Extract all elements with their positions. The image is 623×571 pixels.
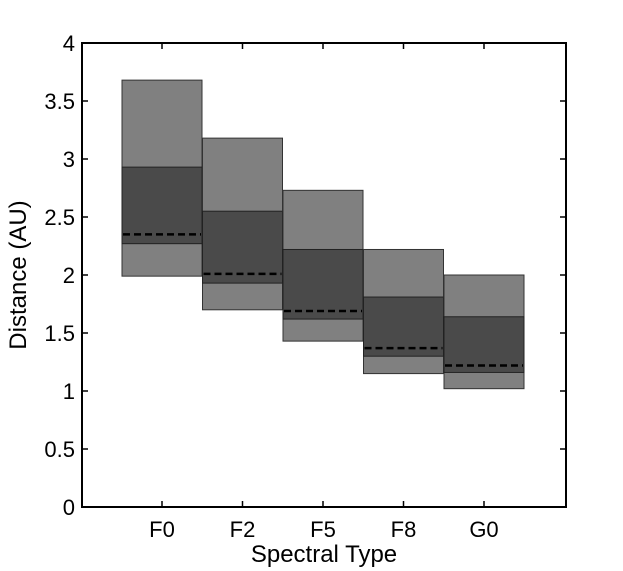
y-tick-label: 0.5 (44, 437, 75, 462)
y-tick-label: 2 (63, 263, 75, 288)
x-axis: F0 F2 F5 F8 G0 (149, 43, 499, 542)
inner-range-box-g0 (443, 316, 525, 373)
inner-range-box-f5 (282, 248, 364, 320)
y-tick-label: 2.5 (44, 205, 75, 230)
y-axis-title: Distance (AU) (5, 200, 32, 349)
x-tick-label: G0 (469, 517, 498, 542)
inner-range-box-f2 (202, 210, 283, 284)
x-tick-label: F2 (230, 517, 256, 542)
x-tick-label: F0 (149, 517, 175, 542)
plot-boxes (121, 79, 525, 390)
y-tick-label: 1 (63, 379, 75, 404)
x-tick-label: F5 (310, 517, 336, 542)
y-tick-label: 0 (63, 495, 75, 520)
y-tick-label: 1.5 (44, 321, 75, 346)
y-tick-label: 3.5 (44, 89, 75, 114)
x-tick-label: F8 (391, 517, 417, 542)
y-tick-label: 3 (63, 147, 75, 172)
y-tick-label: 4 (63, 31, 75, 56)
x-axis-title: Spectral Type (251, 541, 397, 568)
inner-range-box-f0 (121, 166, 203, 245)
y-axis: 0 0.5 1 1.5 2 2.5 3 3.5 4 (44, 31, 566, 520)
